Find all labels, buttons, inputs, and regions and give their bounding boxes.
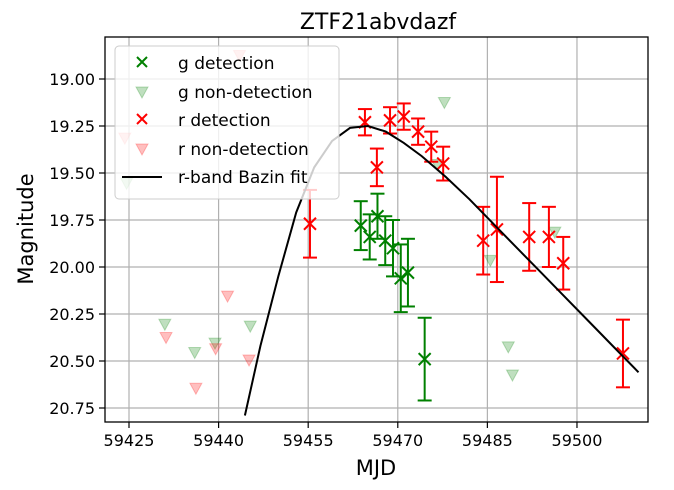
- x-marker-icon: [411, 124, 425, 139]
- x-marker-icon: [417, 352, 432, 366]
- triangle-down-marker-icon: [243, 320, 258, 334]
- y-tick-label: 20.00: [49, 258, 95, 277]
- x-marker-icon: [394, 271, 408, 285]
- x-tick-label: 59500: [552, 431, 603, 450]
- legend-box: [114, 45, 340, 200]
- y-tick-label: 19.50: [49, 164, 95, 183]
- y-tick-label: 19.25: [49, 117, 95, 136]
- legend-label: r non-detection: [178, 140, 309, 160]
- x-axis-label: MJD: [356, 456, 396, 480]
- legend-marker-g-nondetection-icon: [135, 86, 149, 100]
- y-tick-label: 19.75: [49, 211, 95, 230]
- legend-marker-r-nondetection-icon: [135, 143, 149, 157]
- x-tick-label: 59470: [372, 431, 423, 450]
- x-marker-icon: [303, 217, 317, 231]
- x-tick-label: 59425: [104, 431, 155, 450]
- series-r-band-Bazin-fit: [243, 124, 640, 416]
- x-axis-ticks: 59425 59440 59455 59470 59485 59500: [104, 422, 603, 450]
- triangle-down-marker-icon: [483, 254, 498, 268]
- legend-marker-r-detection-icon: [136, 113, 148, 125]
- grid-lines: [105, 37, 648, 422]
- series-g-non-detection: [119, 96, 562, 383]
- x-marker-icon: [363, 230, 377, 244]
- legend-label: r detection: [178, 111, 271, 131]
- series-g-detection: [353, 192, 432, 402]
- x-tick-label: 59485: [462, 431, 513, 450]
- y-tick-label: 20.25: [49, 305, 95, 324]
- triangle-down-marker-icon: [242, 354, 256, 368]
- triangle-down-marker-icon: [220, 290, 235, 304]
- y-axis-ticks: 19.00 19.25 19.50 19.75 20.00 20.25 20.50 20.75: [49, 70, 105, 418]
- x-marker-icon: [354, 218, 368, 233]
- x-marker-icon: [383, 113, 397, 128]
- triangle-down-marker-icon: [505, 369, 520, 383]
- x-tick-label: 59440: [193, 431, 244, 450]
- x-marker-icon: [522, 230, 536, 244]
- axes-frame: [104, 36, 649, 423]
- legend-label: r-band Bazin fit: [178, 168, 308, 188]
- triangle-down-marker-icon: [208, 337, 222, 351]
- x-marker-icon: [370, 160, 384, 175]
- x-marker-icon: [436, 156, 450, 171]
- x-marker-icon: [370, 209, 385, 223]
- triangle-down-marker-icon: [437, 96, 452, 110]
- y-tick-label: 19.00: [49, 70, 95, 89]
- x-marker-icon: [556, 256, 570, 270]
- x-tick-label: 59455: [283, 431, 334, 450]
- x-marker-icon: [401, 265, 415, 280]
- triangle-down-marker-icon: [157, 318, 172, 332]
- triangle-down-marker-icon: [187, 346, 202, 360]
- triangle-down-marker-icon: [501, 341, 516, 354]
- x-marker-icon: [476, 233, 490, 248]
- triangle-down-marker-icon: [159, 331, 173, 345]
- legend-label: g non-detection: [178, 83, 313, 103]
- x-marker-icon: [616, 346, 630, 361]
- legend-marker-g-detection-icon: [136, 56, 148, 68]
- chart-title: ZTF21abvdazf: [300, 10, 458, 35]
- x-marker-icon: [542, 230, 556, 244]
- y-tick-label: 20.50: [49, 352, 95, 371]
- x-marker-icon: [424, 139, 438, 154]
- legend: g detection g non-detection r detection …: [114, 45, 340, 200]
- series-r-detection: [302, 102, 630, 389]
- x-marker-icon: [490, 222, 504, 237]
- y-axis-label: Magnitude: [14, 173, 38, 284]
- triangle-down-marker-icon: [189, 382, 203, 396]
- y-tick-label: 20.75: [49, 399, 95, 418]
- legend-label: g detection: [178, 54, 274, 74]
- x-marker-icon: [397, 109, 411, 124]
- triangle-down-marker-icon: [208, 343, 223, 356]
